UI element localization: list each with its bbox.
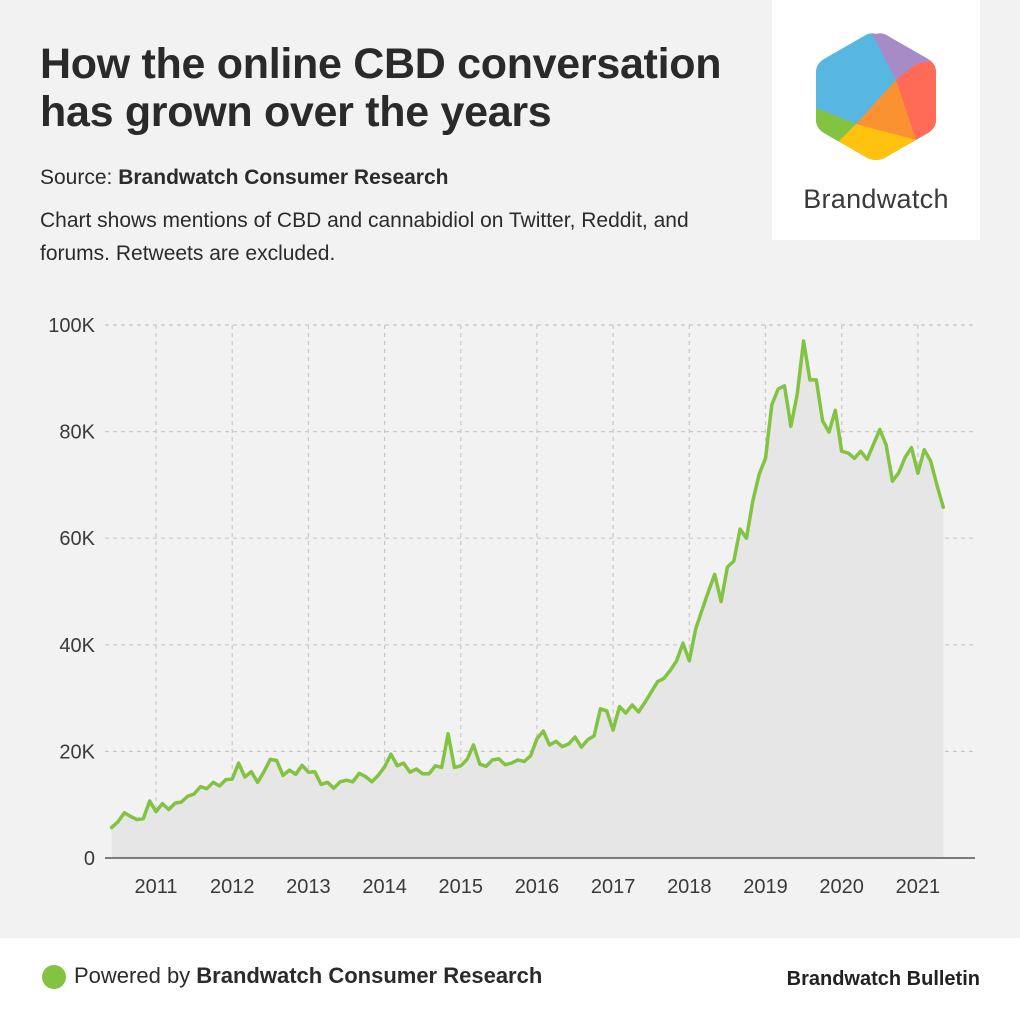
source-line: Source: Brandwatch Consumer Research — [40, 166, 449, 190]
powered-name: Brandwatch Consumer Research — [196, 963, 543, 988]
x-tick-label: 2017 — [591, 876, 636, 898]
brandwatch-logo[interactable]: Brandwatch — [772, 0, 980, 240]
y-tick-label: 60K — [59, 528, 95, 550]
logo-orange-segment — [856, 80, 916, 140]
x-tick-label: 2016 — [515, 876, 560, 898]
mentions-series-line — [109, 339, 946, 830]
brandwatch-hexagon-icon — [816, 33, 936, 160]
mentions-area-fill — [111, 341, 944, 858]
x-tick-label: 2020 — [819, 876, 864, 898]
y-axis-ticks: 0 20K 40K 60K 80K 100K — [48, 315, 95, 870]
x-axis-ticks: 2011 2012 2013 2014 2015 2016 2017 2018 2019 2020… — [135, 876, 941, 898]
x-tick-label: 2018 — [667, 876, 712, 898]
footer-bar: Powered by Brandwatch Consumer Research … — [0, 938, 1020, 1020]
y-tick-label: 0 — [84, 848, 95, 870]
chart-title: How the online CBD conversation has grow… — [40, 40, 722, 136]
x-tick-label: 2021 — [896, 876, 941, 898]
green-dot-icon — [42, 965, 66, 989]
y-tick-label: 100K — [48, 315, 95, 337]
x-tick-label: 2019 — [743, 876, 788, 898]
y-tick-label: 40K — [59, 635, 95, 657]
y-tick-label: 20K — [59, 741, 95, 763]
chart-description: Chart shows mentions of CBD and cannabid… — [40, 209, 689, 265]
x-tick-label: 2014 — [362, 876, 407, 898]
brandwatch-bulletin-label[interactable]: Brandwatch Bulletin — [786, 968, 980, 990]
x-tick-label: 2013 — [286, 876, 331, 898]
x-tick-label: 2015 — [439, 876, 484, 898]
source-name: Brandwatch Consumer Research — [118, 166, 449, 189]
x-tick-label: 2011 — [135, 876, 178, 898]
y-tick-label: 80K — [59, 422, 95, 444]
powered-by-text: Powered by Brandwatch Consumer Research — [74, 963, 542, 989]
x-tick-label: 2012 — [210, 876, 255, 898]
source-prefix: Source: — [40, 166, 119, 189]
powered-prefix: Powered by — [74, 963, 197, 988]
logo-wordmark: Brandwatch — [803, 184, 949, 214]
